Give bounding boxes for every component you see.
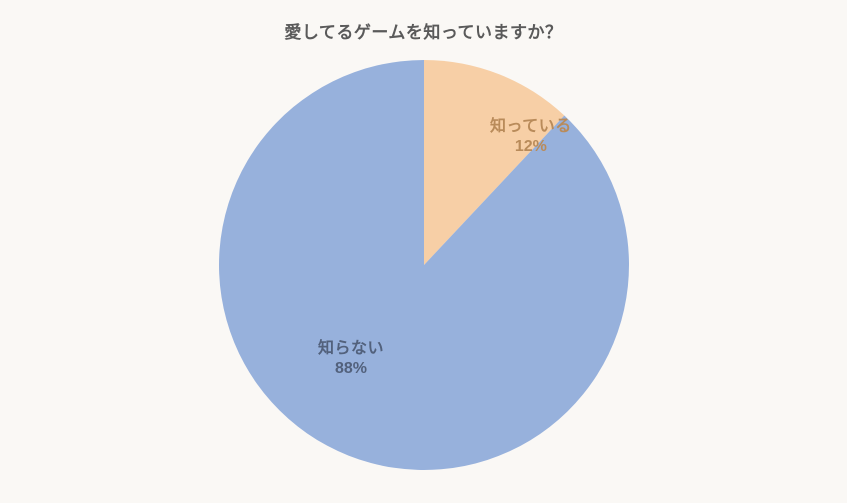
pie-chart-container: 愛してるゲームを知っていますか？ 知っている12%知らない88% xyxy=(0,0,847,503)
pie-chart xyxy=(214,55,634,475)
pie-svg xyxy=(214,55,634,475)
pie-slice-1 xyxy=(218,60,628,470)
chart-title: 愛してるゲームを知っていますか？ xyxy=(0,18,847,43)
